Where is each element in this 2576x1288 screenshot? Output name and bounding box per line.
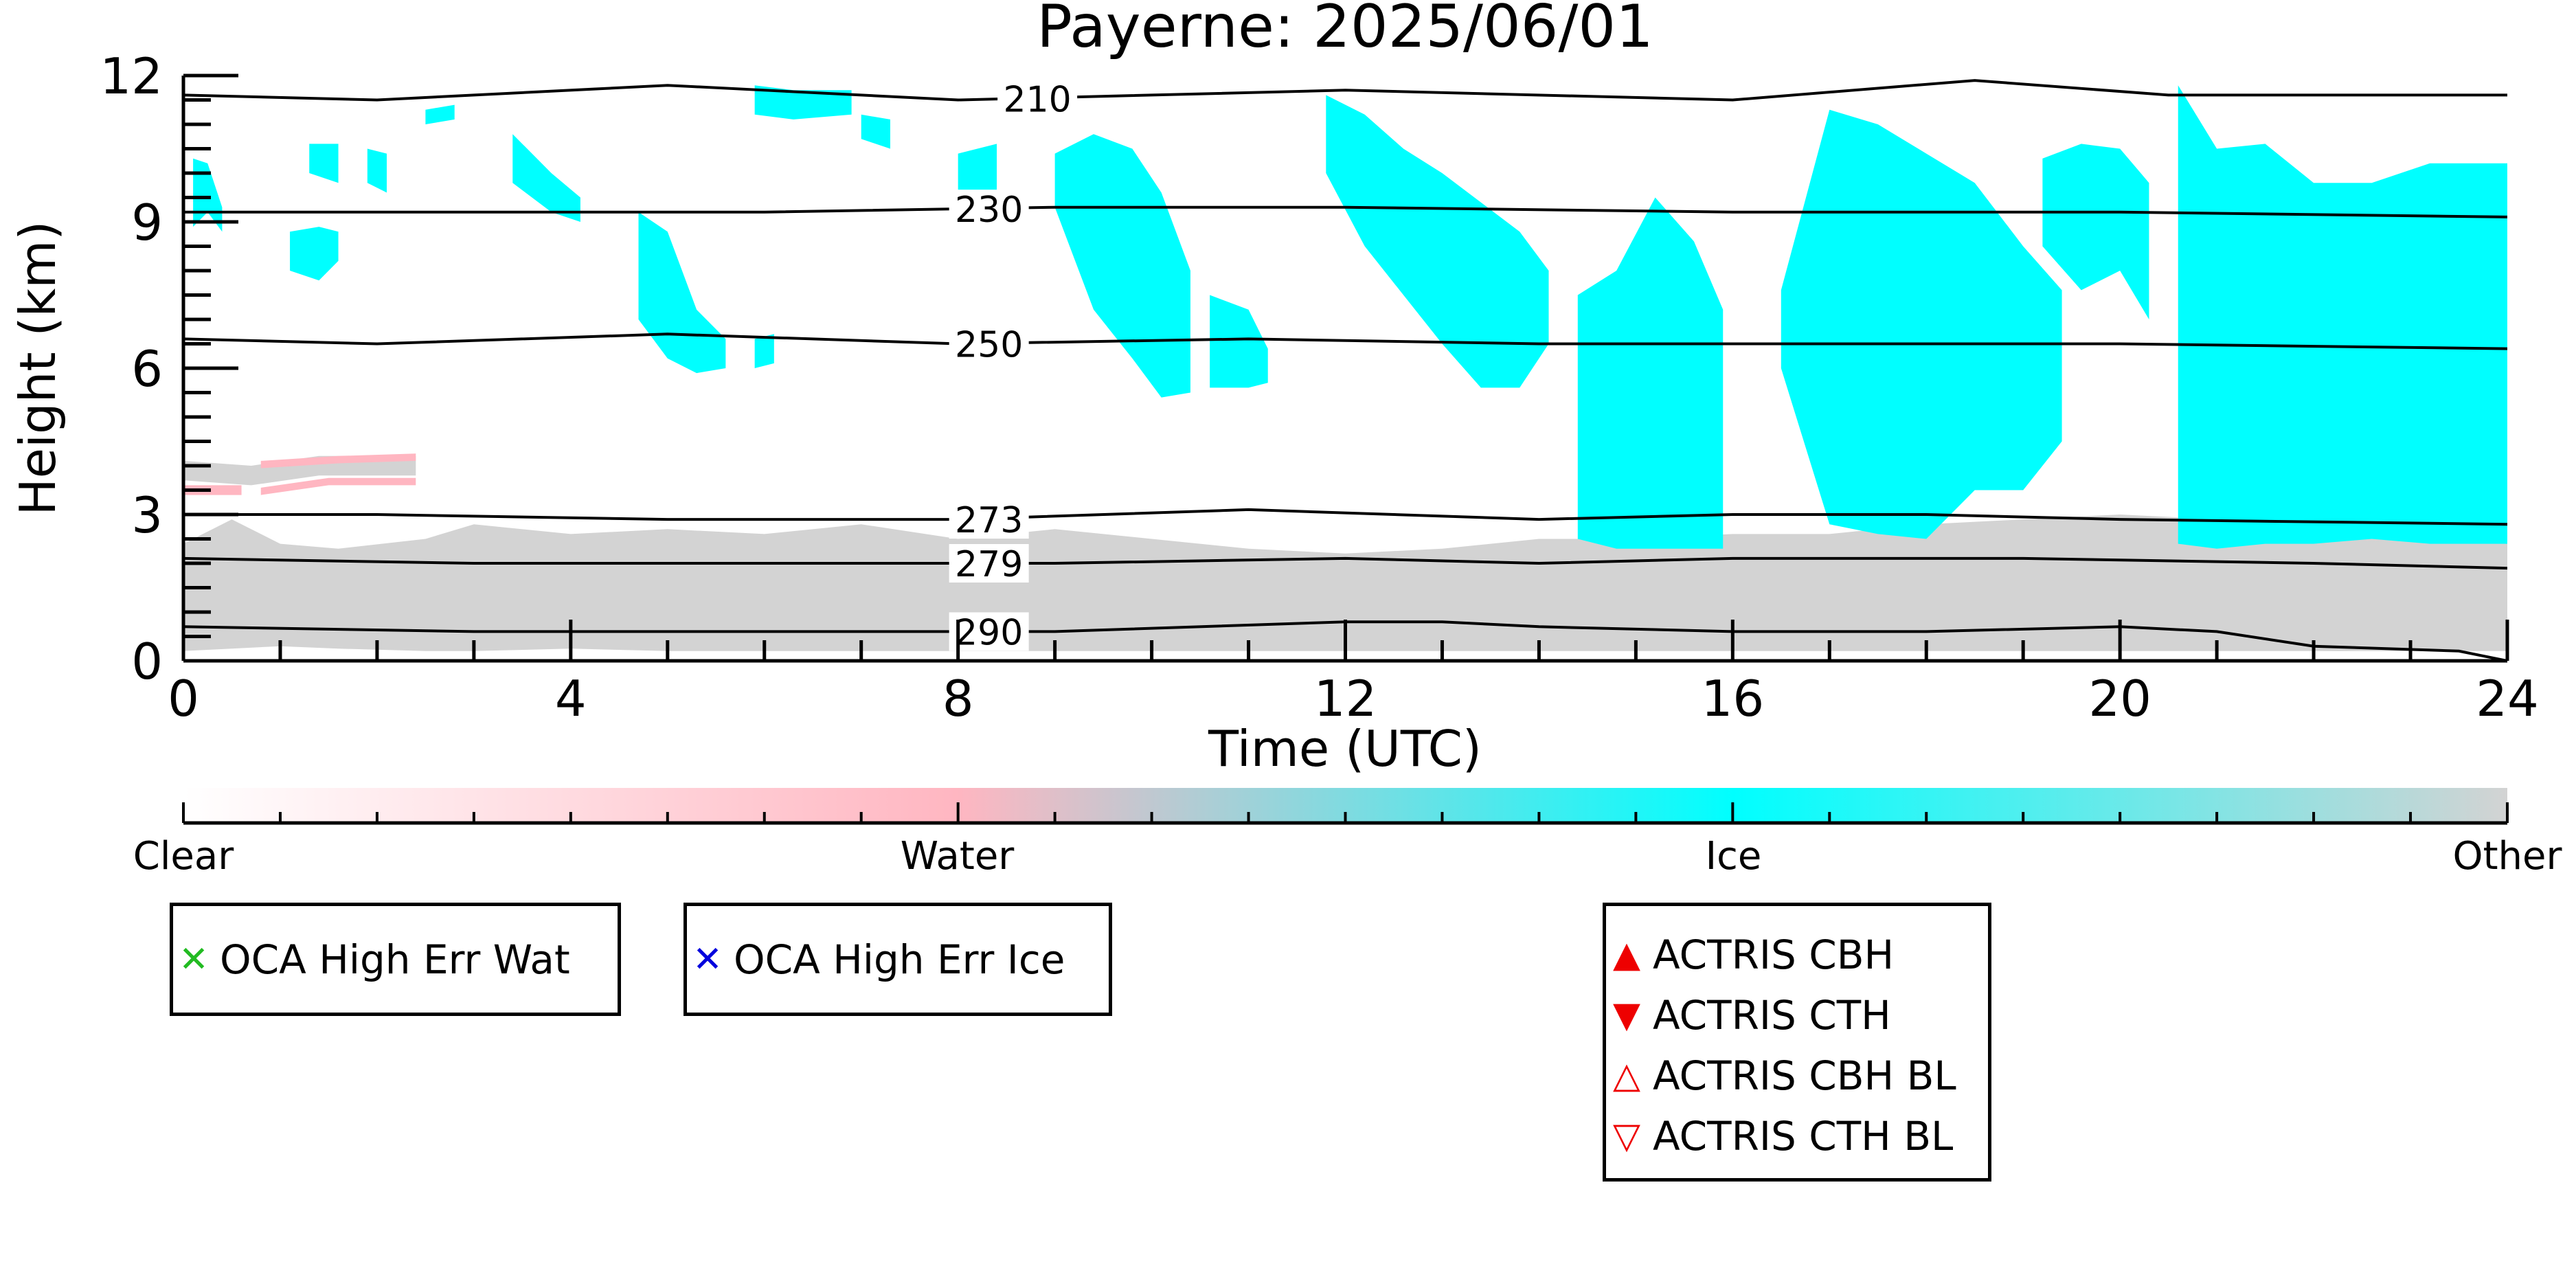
isotherm-lines — [183, 79, 2507, 661]
y-tick-label: 9 — [131, 194, 163, 251]
region-ice-11 — [638, 212, 726, 374]
colorbar-label-ice: Ice — [1706, 834, 1762, 879]
region-ice-21 — [2042, 144, 2149, 319]
region-ice-14 — [861, 114, 890, 149]
legend-entry: ▼ ACTRIS CTH — [1606, 991, 1891, 1039]
classification-regions — [183, 85, 2507, 651]
isotherm-279 — [183, 556, 2507, 570]
legend-marker-icon: ▲ — [1613, 934, 1640, 975]
legend-marker-icon: ✕ — [179, 938, 209, 980]
legend-entry: ✕ OCA High Err Wat — [173, 936, 570, 984]
isotherm-290 — [183, 620, 2507, 661]
region-water-2 — [183, 485, 242, 495]
region-ice-10 — [512, 134, 580, 222]
x-tick-label: 4 — [555, 670, 587, 727]
legend-label: OCA High Err Ice — [734, 936, 1065, 983]
region-ice-8 — [290, 227, 339, 281]
isotherm-label-250: 250 — [955, 325, 1023, 366]
region-ice-18 — [1326, 95, 1549, 388]
isotherm-label-210: 210 — [1004, 80, 1072, 121]
x-tick-label: 0 — [168, 670, 199, 727]
x-tick-label: 20 — [2088, 670, 2151, 727]
isotherm-label-bg-273 — [949, 500, 1029, 539]
legend-entry: ▽ ACTRIS CTH BL — [1606, 1112, 1953, 1160]
x-tick-label: 12 — [1314, 670, 1377, 727]
region-ice-22 — [2178, 85, 2507, 549]
x-tick-label: 24 — [2476, 670, 2539, 727]
legend-marker-icon: ▼ — [1613, 995, 1640, 1036]
y-tick-label: 12 — [100, 47, 163, 105]
legend-marker-icon: ✕ — [692, 938, 723, 980]
isotherm-label-279: 279 — [955, 544, 1023, 585]
legend-box-2: ✕ OCA High Err Ice — [683, 903, 1112, 1016]
legend-marker-icon: ▽ — [1613, 1116, 1640, 1157]
colorbar-label-water: Water — [901, 834, 1015, 879]
region-other-0 — [183, 515, 2507, 651]
x-axis-label: Time (UTC) — [1208, 720, 1482, 778]
isotherm-label-bg-230 — [949, 190, 1029, 229]
isotherm-250 — [183, 332, 2507, 350]
plot-axes: 0 4 8 12 16 20 24 0 3 6 9 12 — [100, 47, 2538, 727]
isotherm-label-bg-210 — [997, 79, 1078, 118]
isotherm-label-290: 290 — [955, 612, 1023, 653]
colorbar: Clear Water Ice Other — [133, 788, 2562, 879]
region-ice-20 — [1781, 109, 2062, 539]
region-ice-19 — [1577, 197, 1724, 549]
legend-box-1: ✕ OCA High Err Wat — [170, 903, 621, 1016]
legend-label: ACTRIS CTH — [1653, 992, 1891, 1039]
y-tick-label: 3 — [131, 486, 163, 544]
region-ice-6 — [309, 144, 339, 183]
isotherm-label-bg-250 — [949, 324, 1029, 363]
legend-label: ACTRIS CBH BL — [1653, 1052, 1956, 1099]
legend-entry: ▲ ACTRIS CBH — [1606, 931, 1894, 979]
y-tick-label: 0 — [131, 633, 163, 690]
region-ice-16 — [1054, 134, 1190, 398]
isotherm-label-bg-290 — [949, 612, 1029, 651]
colorbar-label-clear: Clear — [133, 834, 234, 879]
colorbar-label-other: Other — [2452, 834, 2562, 879]
legend-entry: ✕ OCA High Err Ice — [687, 936, 1065, 984]
y-tick-label: 6 — [131, 340, 163, 398]
isotherm-273 — [183, 508, 2507, 526]
legend-label: ACTRIS CBH — [1653, 931, 1895, 978]
region-ice-7 — [367, 148, 387, 193]
isotherm-210 — [183, 79, 2507, 102]
isotherm-label-230: 230 — [955, 190, 1023, 231]
legend-box-3: ▲ ACTRIS CBH ▼ ACTRIS CTH △ ACTRIS CBH BL ▽ ACT… — [1603, 903, 1991, 1182]
x-tick-label: 8 — [942, 670, 974, 727]
legend-entry: △ ACTRIS CBH BL — [1606, 1052, 1956, 1100]
y-axis-label: Height (km) — [9, 221, 67, 516]
legend-label: OCA High Err Wat — [220, 936, 570, 983]
region-water-4 — [260, 453, 416, 468]
region-other-1 — [183, 455, 416, 486]
legend-label: ACTRIS CTH BL — [1653, 1113, 1954, 1160]
region-ice-9 — [425, 104, 455, 124]
region-water-3 — [260, 477, 416, 495]
isotherm-230 — [183, 205, 2507, 218]
region-ice-12 — [754, 334, 774, 368]
isotherm-label-273: 273 — [955, 500, 1023, 541]
isotherm-label-bg-279 — [949, 544, 1029, 583]
chart-title: Payerne: 2025/06/01 — [1037, 0, 1653, 61]
legend-marker-icon: △ — [1613, 1055, 1640, 1096]
x-tick-label: 16 — [1702, 670, 1765, 727]
region-ice-17 — [1210, 295, 1268, 388]
